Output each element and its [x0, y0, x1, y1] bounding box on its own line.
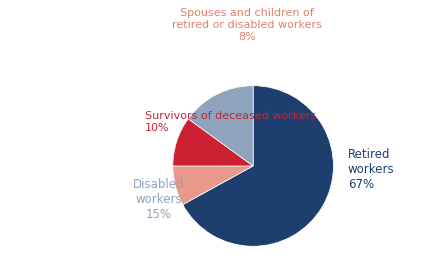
Wedge shape	[173, 119, 253, 166]
Text: Survivors of deceased workers
10%: Survivors of deceased workers 10%	[145, 111, 316, 133]
Wedge shape	[173, 166, 253, 205]
Text: Disabled
workers
15%: Disabled workers 15%	[133, 178, 184, 221]
Text: Spouses and children of
retired or disabled workers
8%: Spouses and children of retired or disab…	[172, 8, 322, 42]
Wedge shape	[183, 86, 333, 246]
Text: Retired
workers
67%: Retired workers 67%	[348, 148, 395, 191]
Wedge shape	[188, 86, 253, 166]
